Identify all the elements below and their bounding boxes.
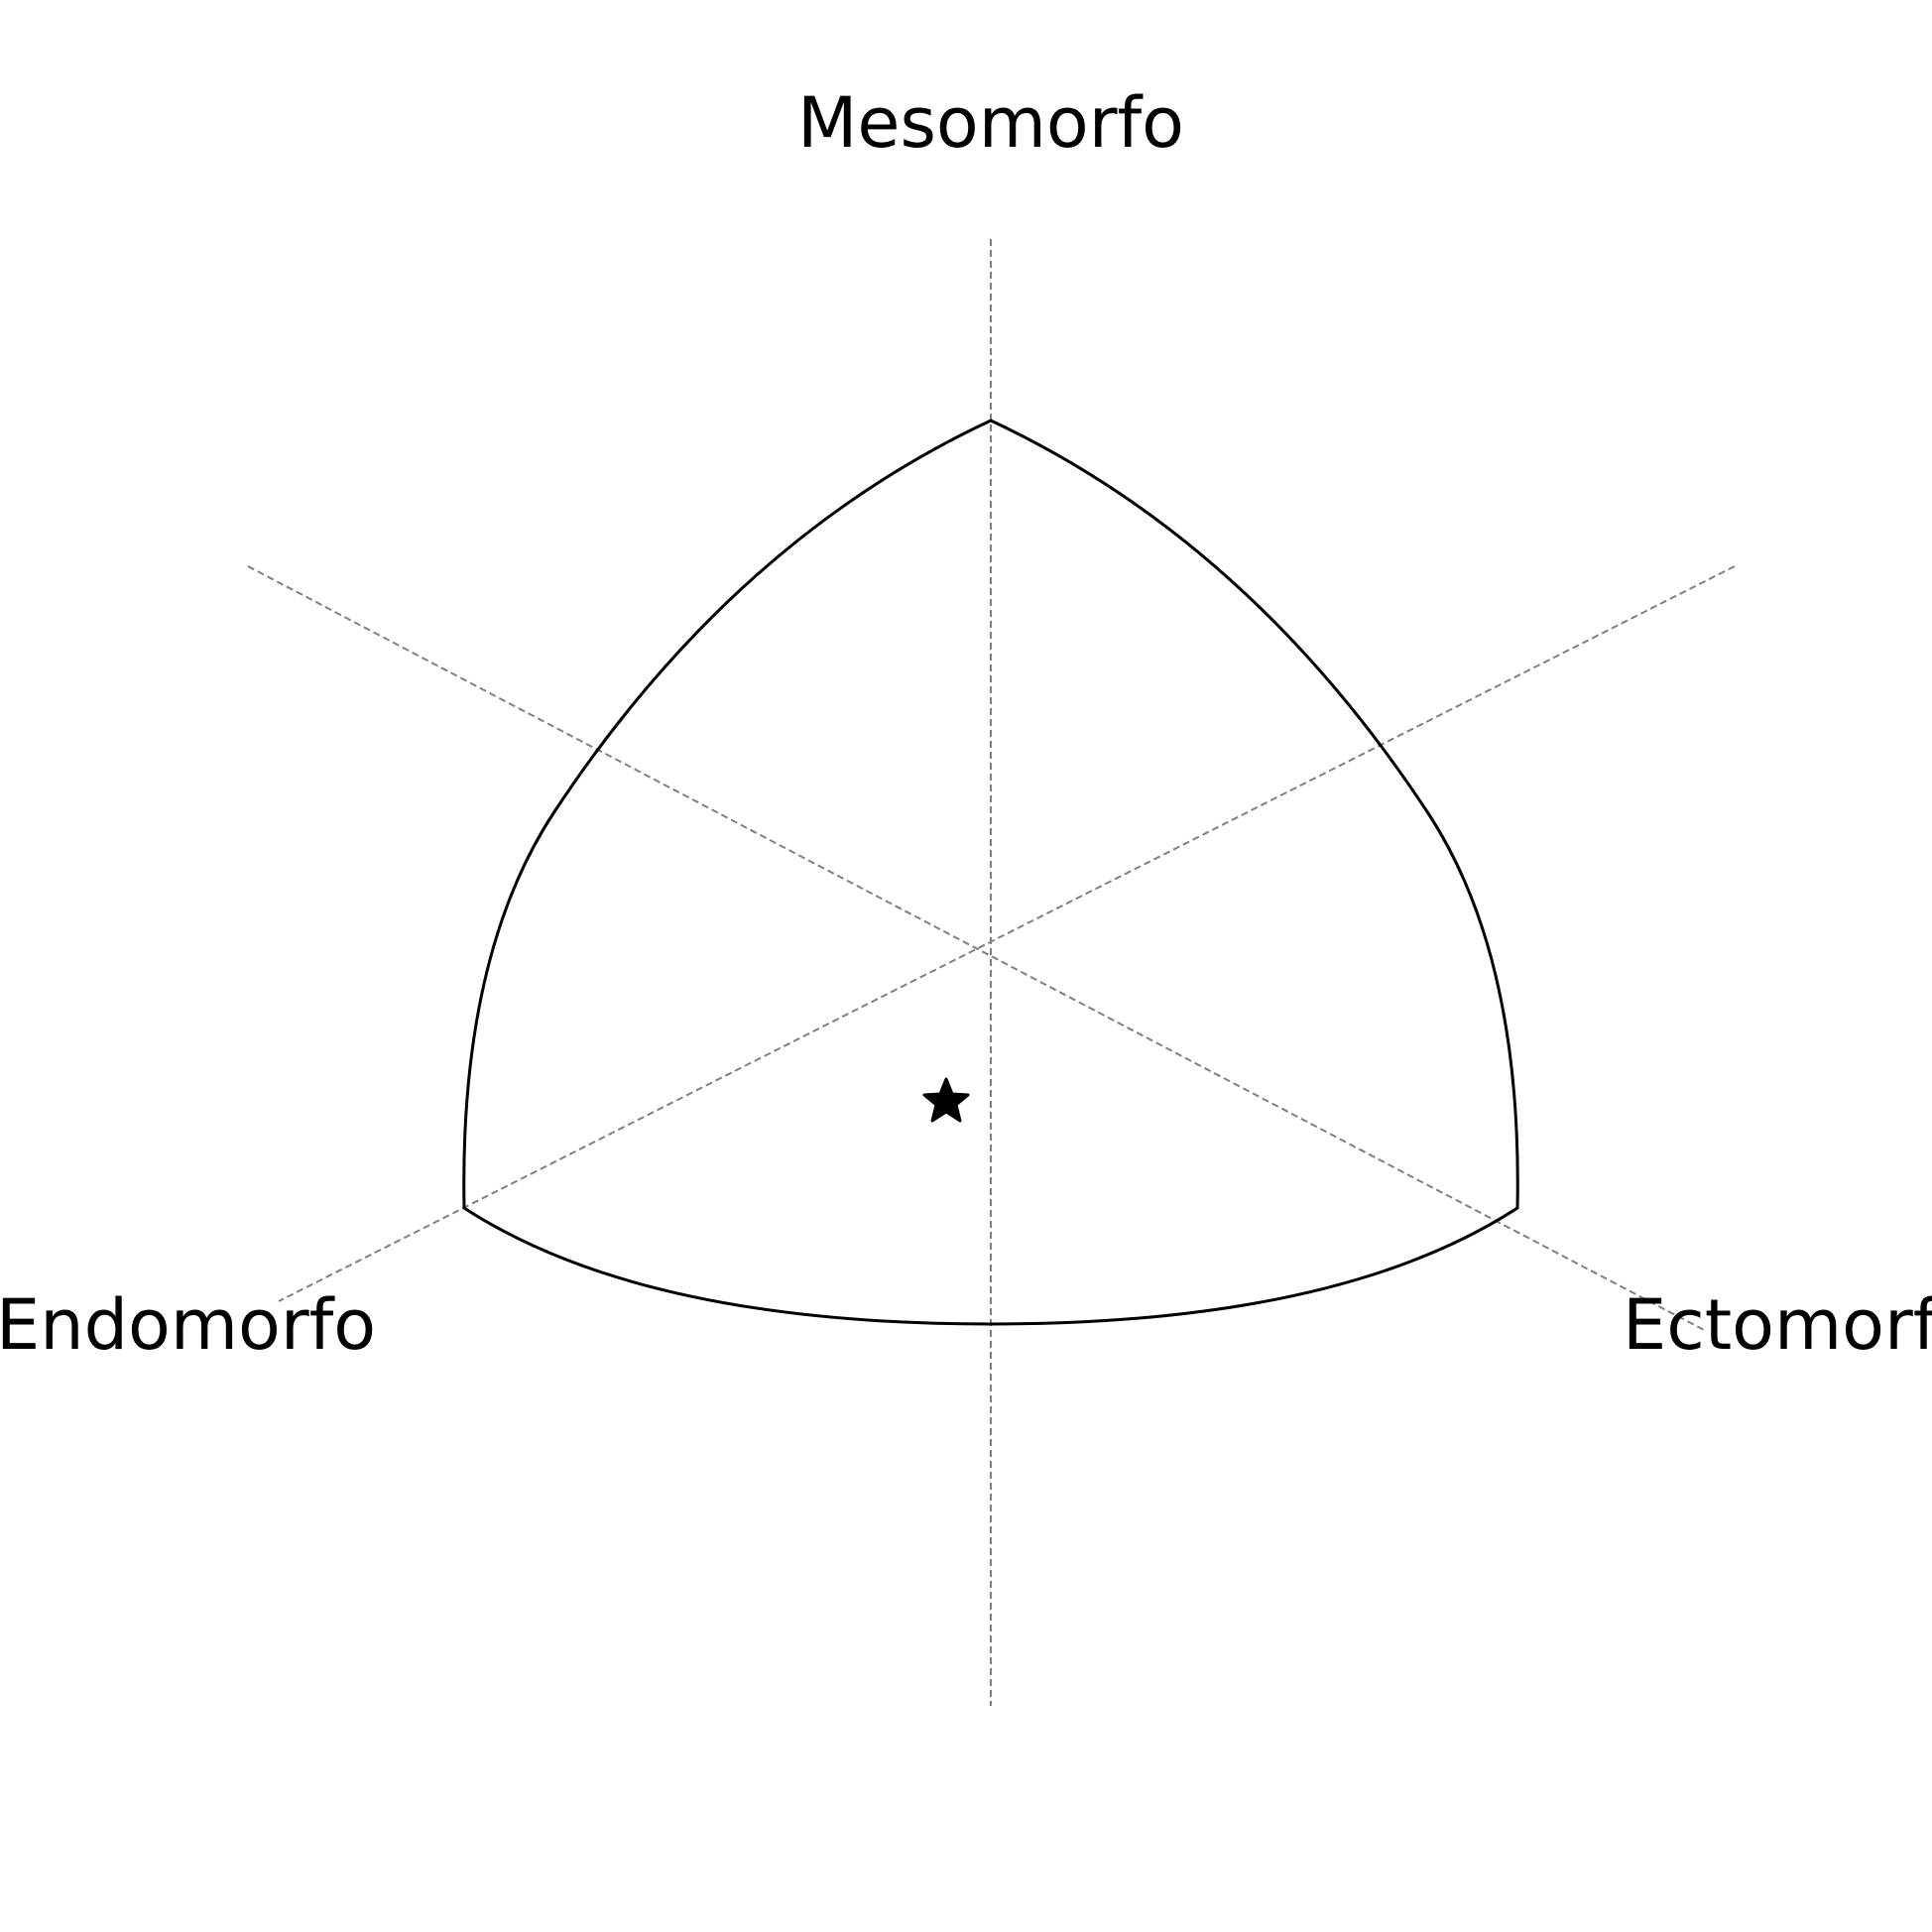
star-icon <box>922 1077 970 1123</box>
somatochart-outline <box>462 419 1519 1326</box>
label-mesomorph: Mesomorfo <box>797 82 1184 164</box>
label-ectomorph: Ectomorfo <box>1623 1284 1932 1366</box>
endomorph-axis <box>247 565 1707 1332</box>
ectomorph-axis <box>278 565 1736 1302</box>
label-endomorph: Endomorfo <box>0 1284 376 1366</box>
